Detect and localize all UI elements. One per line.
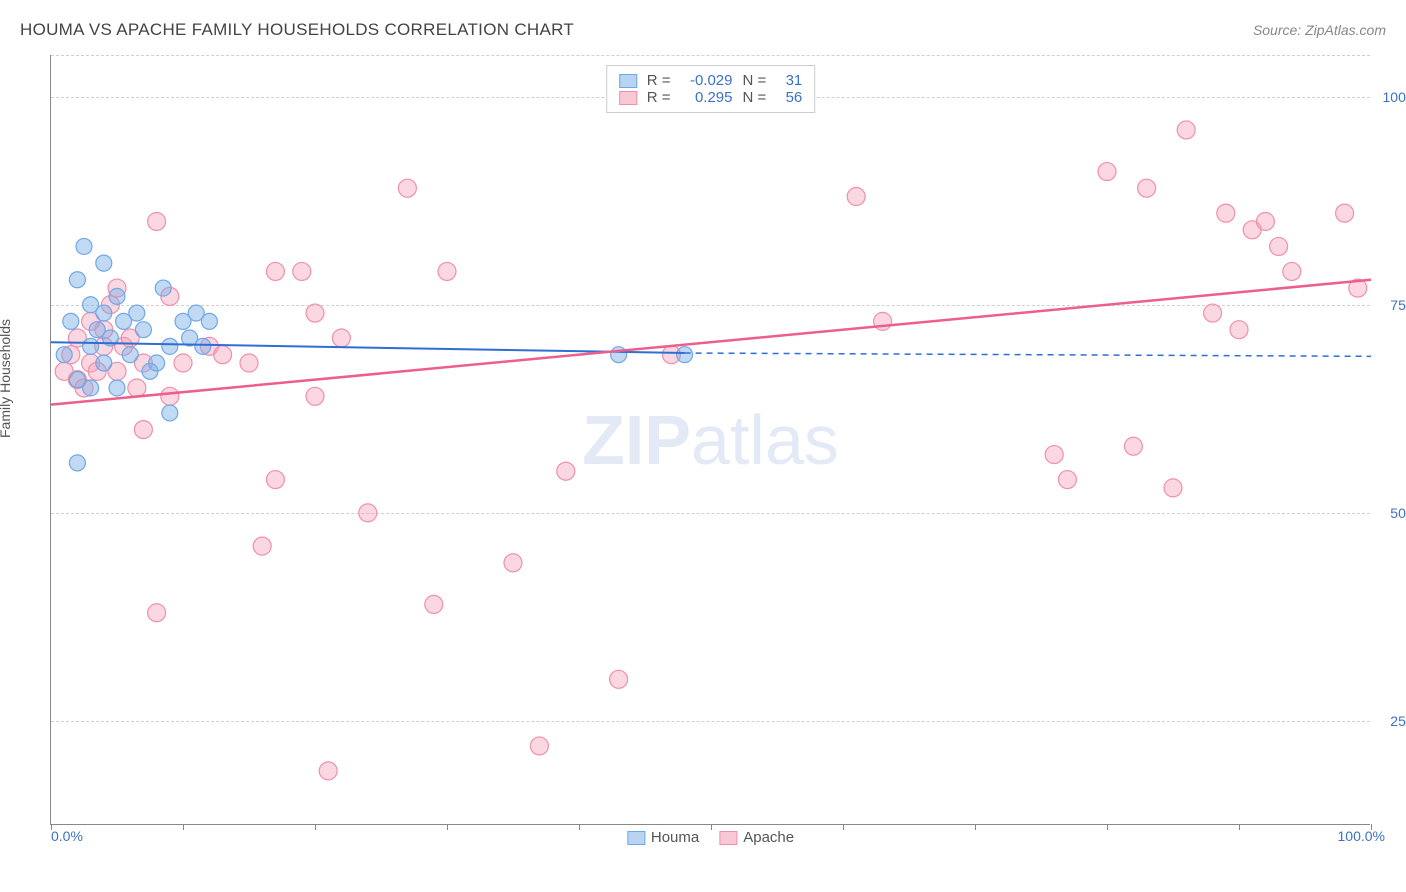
legend-n-label: N = [743, 89, 767, 106]
data-point [359, 504, 377, 522]
data-point [1138, 179, 1156, 197]
data-point [148, 212, 166, 230]
data-point [155, 280, 171, 296]
data-point [149, 355, 165, 371]
data-point [438, 262, 456, 280]
chart-area: ZIPatlas 25.0%50.0%75.0%100.0%0.0%100.0%… [50, 55, 1370, 825]
data-point [96, 305, 112, 321]
legend-swatch [627, 831, 645, 845]
data-point [63, 313, 79, 329]
plot-region: ZIPatlas 25.0%50.0%75.0%100.0%0.0%100.0%… [50, 55, 1370, 825]
data-point [677, 347, 693, 363]
data-point [135, 322, 151, 338]
legend-n-value: 56 [776, 89, 802, 106]
data-point [1177, 121, 1195, 139]
y-tick-label: 25.0% [1390, 713, 1406, 729]
data-point [129, 305, 145, 321]
legend-item: Apache [719, 829, 794, 846]
data-point [1256, 212, 1274, 230]
data-point [1270, 237, 1288, 255]
y-tick-label: 50.0% [1390, 505, 1406, 521]
data-point [1124, 437, 1142, 455]
scatter-svg [51, 55, 1371, 825]
y-axis-label: Family Households [0, 319, 13, 438]
data-point [306, 387, 324, 405]
data-point [162, 338, 178, 354]
source-attribution: Source: ZipAtlas.com [1253, 22, 1386, 38]
legend-r-label: R = [647, 72, 671, 89]
data-point [1164, 479, 1182, 497]
data-point [1058, 471, 1076, 489]
data-point [201, 313, 217, 329]
data-point [530, 737, 548, 755]
data-point [1230, 321, 1248, 339]
legend-row: R = -0.029 N = 31 [619, 72, 803, 89]
data-point [109, 380, 125, 396]
data-point [398, 179, 416, 197]
legend-label: Houma [651, 829, 699, 846]
y-tick-label: 100.0% [1383, 89, 1406, 105]
data-point [195, 338, 211, 354]
trend-line [51, 280, 1371, 405]
data-point [332, 329, 350, 347]
data-point [610, 670, 628, 688]
trend-line [51, 342, 685, 353]
data-point [134, 421, 152, 439]
data-point [425, 595, 443, 613]
data-point [557, 462, 575, 480]
data-point [240, 354, 258, 372]
x-tick-label: 0.0% [51, 828, 83, 844]
data-point [1045, 446, 1063, 464]
legend-swatch [619, 91, 637, 105]
legend-swatch [619, 74, 637, 88]
data-point [319, 762, 337, 780]
legend-swatch [719, 831, 737, 845]
data-point [293, 262, 311, 280]
data-point [306, 304, 324, 322]
data-point [76, 238, 92, 254]
data-point [69, 272, 85, 288]
legend-item: Houma [627, 829, 699, 846]
data-point [162, 405, 178, 421]
chart-title: HOUMA VS APACHE FAMILY HOUSEHOLDS CORREL… [20, 20, 574, 40]
data-point [96, 355, 112, 371]
data-point [1204, 304, 1222, 322]
legend-r-value: -0.029 [681, 72, 733, 89]
data-point [847, 188, 865, 206]
data-point [1336, 204, 1354, 222]
trend-line-extrapolated [685, 353, 1371, 356]
data-point [128, 379, 146, 397]
y-tick-label: 75.0% [1390, 297, 1406, 313]
data-point [161, 387, 179, 405]
x-tick-label: 100.0% [1338, 828, 1385, 844]
data-point [83, 338, 99, 354]
data-point [148, 604, 166, 622]
data-point [83, 380, 99, 396]
legend-bottom: Houma Apache [627, 829, 794, 846]
legend-n-label: N = [743, 72, 767, 89]
data-point [214, 346, 232, 364]
data-point [1098, 163, 1116, 181]
legend-r-label: R = [647, 89, 671, 106]
legend-row: R = 0.295 N = 56 [619, 89, 803, 106]
data-point [122, 347, 138, 363]
data-point [56, 347, 72, 363]
data-point [266, 262, 284, 280]
data-point [611, 347, 627, 363]
data-point [109, 288, 125, 304]
data-point [266, 471, 284, 489]
legend-label: Apache [743, 829, 794, 846]
legend-r-value: 0.295 [681, 89, 733, 106]
data-point [253, 537, 271, 555]
data-point [1283, 262, 1301, 280]
data-point [1217, 204, 1235, 222]
data-point [96, 255, 112, 271]
data-point [504, 554, 522, 572]
data-point [174, 354, 192, 372]
legend-top: R = -0.029 N = 31 R = 0.295 N = 56 [606, 65, 816, 113]
data-point [69, 455, 85, 471]
legend-n-value: 31 [776, 72, 802, 89]
